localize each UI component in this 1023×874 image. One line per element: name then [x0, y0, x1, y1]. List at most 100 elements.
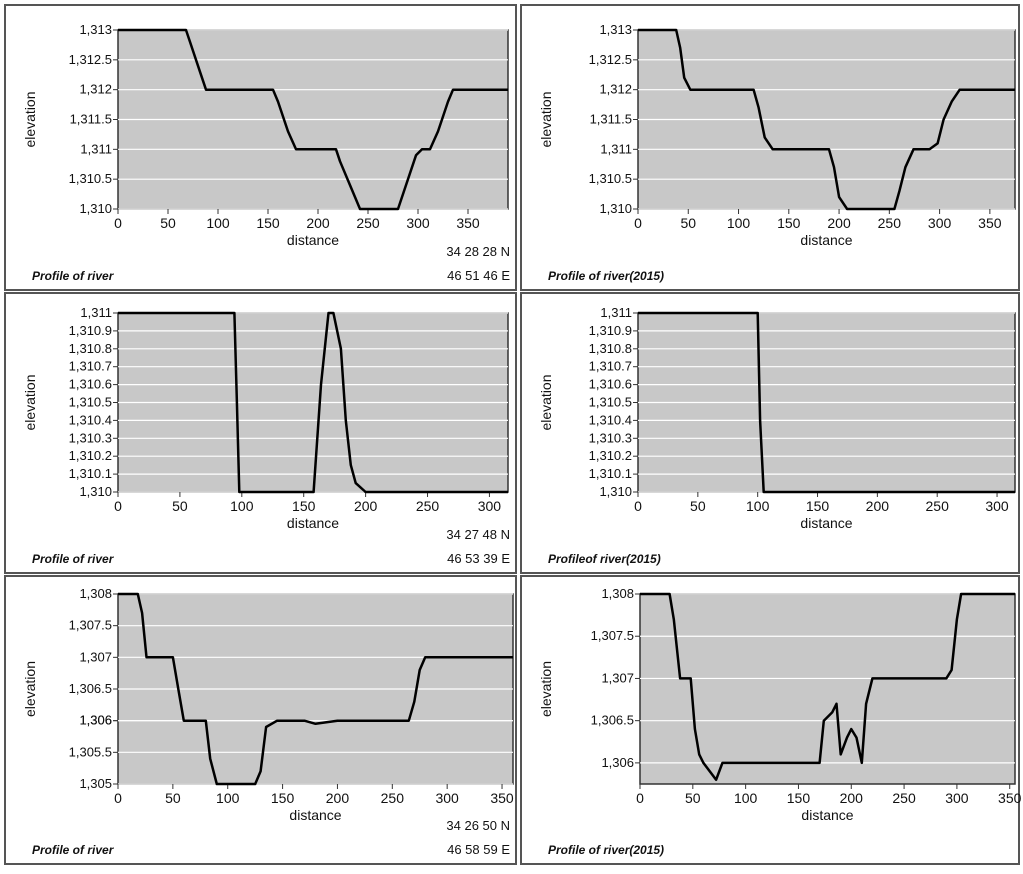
y-tick-label: 1,308 — [601, 586, 634, 601]
x-tick-label: 100 — [206, 215, 230, 231]
y-tick-label: 1,310.4 — [589, 412, 632, 427]
x-tick-label: 200 — [306, 215, 330, 231]
plot-area — [640, 594, 1015, 784]
y-tick-label: 1,305.5 — [69, 744, 112, 759]
x-tick-label: 50 — [160, 215, 176, 231]
x-tick-label: 300 — [928, 215, 952, 231]
y-axis-label: elevation — [22, 91, 38, 147]
x-tick-label: 300 — [945, 790, 969, 806]
x-tick-label: 50 — [690, 498, 706, 514]
y-tick-label: 1,310.7 — [69, 359, 112, 374]
y-axis-label: elevation — [22, 374, 38, 430]
y-tick-label: 1,310.5 — [589, 395, 632, 410]
y-tick-label: 1,310 — [79, 484, 112, 499]
y-tick-label: 1,310.3 — [589, 430, 632, 445]
chart-title: Profileof river(2015) — [548, 552, 661, 566]
y-tick-label: 1,311 — [600, 141, 632, 156]
x-tick-label: 100 — [734, 790, 758, 806]
x-axis-label: distance — [289, 807, 341, 823]
x-tick-label: 150 — [271, 790, 295, 806]
y-tick-label: 1,306.5 — [69, 681, 112, 696]
x-tick-label: 250 — [356, 215, 380, 231]
y-axis-label: elevation — [538, 661, 554, 717]
x-tick-label: 250 — [416, 498, 440, 514]
x-tick-label: 350 — [978, 215, 1002, 231]
x-tick-label: 350 — [490, 790, 514, 806]
x-tick-label: 50 — [685, 790, 701, 806]
x-tick-label: 0 — [636, 790, 644, 806]
y-tick-label: 1,313 — [79, 22, 112, 37]
y-tick-label: 1,311.5 — [70, 112, 112, 127]
y-tick-label: 1,310.6 — [69, 377, 112, 392]
y-tick-label: 1,312 — [599, 82, 632, 97]
coord-lat: 34 28 28 N — [446, 244, 510, 259]
chart-title: Profile of river — [32, 843, 115, 857]
coord-lon: 46 51 46 E — [447, 268, 510, 283]
x-tick-label: 200 — [326, 790, 350, 806]
y-tick-label: 1,306.5 — [591, 713, 634, 728]
y-tick-label: 1,310.5 — [69, 171, 112, 186]
x-tick-label: 100 — [230, 498, 254, 514]
y-tick-label: 1,310 — [79, 201, 112, 216]
x-tick-label: 100 — [746, 498, 770, 514]
x-tick-label: 250 — [381, 790, 405, 806]
x-tick-label: 50 — [165, 790, 181, 806]
y-tick-label: 1,310.4 — [69, 412, 112, 427]
x-axis-label: distance — [801, 807, 853, 823]
y-tick-label: 1,307 — [79, 649, 112, 664]
y-axis-label: elevation — [22, 661, 38, 717]
chart-panel-4: 1,3101,310.11,310.21,310.31,310.41,310.5… — [521, 293, 1019, 573]
y-tick-label: 1,310.1 — [69, 466, 112, 481]
chart-panel-5: 1,3051,305.51,3061,3061,306.51,3071,307.… — [5, 576, 516, 864]
y-axis-label: elevation — [538, 374, 554, 430]
x-tick-label: 300 — [985, 498, 1009, 514]
chart-panel-3: 1,3101,310.11,310.21,310.31,310.41,310.5… — [5, 293, 516, 573]
y-tick-label: 1,310 — [599, 484, 632, 499]
x-axis-label: distance — [800, 515, 852, 531]
y-tick-label: 1,307.5 — [591, 628, 634, 643]
x-tick-label: 150 — [787, 790, 811, 806]
x-tick-label: 300 — [435, 790, 459, 806]
x-axis-label: distance — [287, 232, 339, 248]
x-axis-label: distance — [800, 232, 852, 248]
y-tick-label: 1,310.1 — [589, 466, 632, 481]
x-tick-label: 0 — [114, 790, 122, 806]
y-tick-label: 1,310.6 — [589, 377, 632, 392]
x-tick-label: 0 — [114, 498, 122, 514]
y-tick-label: 1,306 — [601, 755, 634, 770]
x-tick-label: 350 — [998, 790, 1022, 806]
x-tick-label: 150 — [806, 498, 830, 514]
y-tick-label: 1,313 — [599, 22, 632, 37]
y-tick-label: 1,310.7 — [589, 359, 632, 374]
y-tick-label: 1,310.5 — [69, 395, 112, 410]
y-tick-label: 1,310.3 — [69, 430, 112, 445]
chart-panel-6: 1,306 1,306.5 1,307 1,307.5 1,308 0 50 100 150 20… — [521, 576, 1022, 864]
x-axis-label: distance — [287, 515, 339, 531]
y-tick-label: 1,310.5 — [589, 171, 632, 186]
y-axis-label: elevation — [538, 91, 554, 147]
y-tick-label: 1,310 — [599, 201, 632, 216]
x-tick-label: 150 — [292, 498, 316, 514]
coord-lat: 34 26 50 N — [446, 818, 510, 833]
coord-lon: 46 53 39 E — [447, 551, 510, 566]
y-tick-label: 1,308 — [79, 586, 112, 601]
x-tick-label: 0 — [114, 215, 122, 231]
x-tick-label: 200 — [840, 790, 864, 806]
coord-lat: 34 27 48 N — [446, 527, 510, 542]
x-tick-label: 350 — [456, 215, 480, 231]
x-tick-label: 300 — [478, 498, 502, 514]
x-tick-label: 200 — [827, 215, 851, 231]
x-tick-label: 150 — [777, 215, 801, 231]
y-tick-label: 1,307 — [601, 670, 634, 685]
x-tick-label: 50 — [172, 498, 188, 514]
x-tick-label: 150 — [256, 215, 280, 231]
y-tick-label: 1,311 — [80, 141, 112, 156]
chart-title: Profile of river(2015) — [548, 843, 664, 857]
x-tick-label: 250 — [892, 790, 916, 806]
x-tick-label: 300 — [406, 215, 430, 231]
x-tick-label: 50 — [680, 215, 696, 231]
coord-lon: 46 58 59 E — [447, 842, 510, 857]
y-tick-label: 1,311 — [600, 305, 632, 320]
